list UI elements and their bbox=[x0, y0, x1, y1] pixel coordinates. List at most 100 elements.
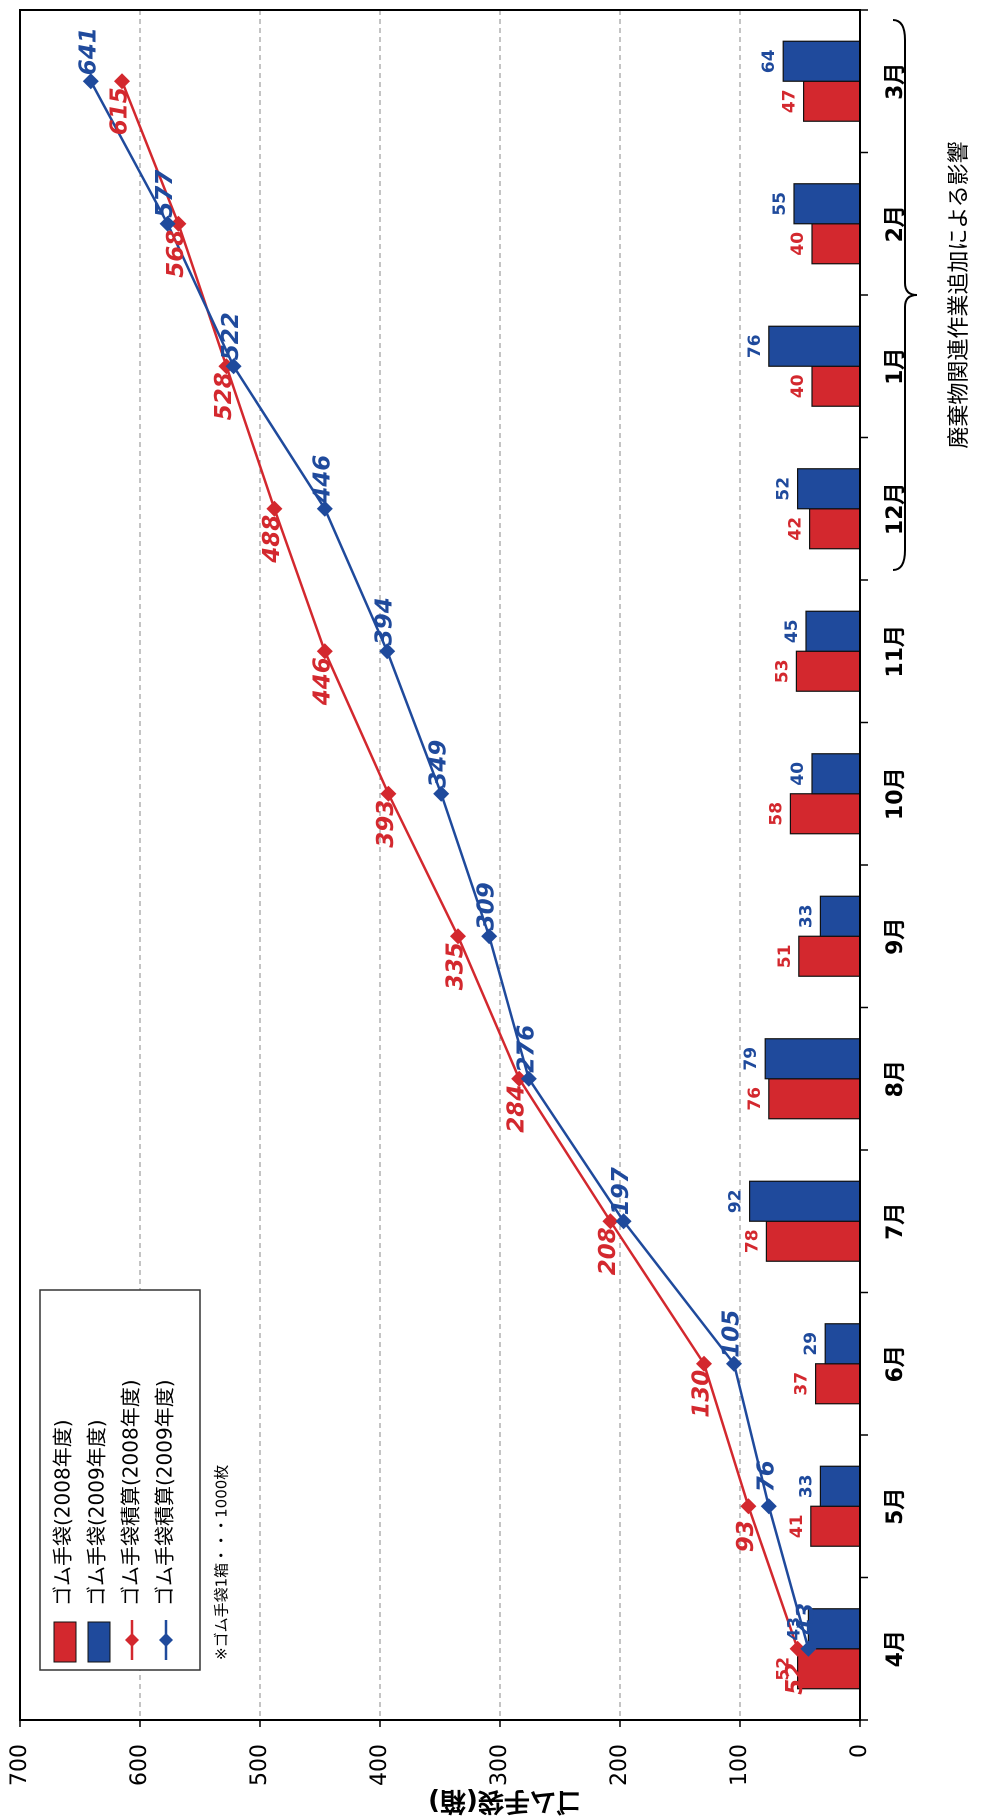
cumulative-value-label: 197 bbox=[608, 1167, 634, 1215]
cumulative-value-label: 309 bbox=[474, 882, 500, 930]
cumulative-value-label: 93 bbox=[733, 1520, 759, 1552]
cumulative-value-label: 394 bbox=[372, 597, 398, 645]
line-marker bbox=[380, 785, 397, 802]
legend-label: ゴム手袋(2009年度) bbox=[85, 1419, 109, 1606]
line-marker bbox=[789, 1640, 806, 1657]
annotation-brace bbox=[892, 19, 918, 571]
legend-marker bbox=[159, 1633, 173, 1647]
bar-value-label: 58 bbox=[766, 802, 786, 826]
bar-2009-10月 bbox=[811, 753, 861, 795]
cumulative-value-label: 488 bbox=[259, 515, 285, 564]
category-label: 9月 bbox=[883, 918, 908, 955]
bar-value-label: 76 bbox=[745, 334, 765, 358]
line-marker bbox=[379, 643, 396, 660]
category-label: 8月 bbox=[883, 1060, 908, 1097]
category-label: 1月 bbox=[883, 348, 908, 385]
bar-value-label: 33 bbox=[796, 1474, 816, 1498]
cumulative-value-label: 568 bbox=[163, 230, 189, 278]
bar-value-label: 45 bbox=[782, 619, 802, 643]
category-label: 10月 bbox=[883, 767, 908, 820]
bar-2009-3月 bbox=[782, 40, 861, 82]
bar-value-label: 78 bbox=[742, 1229, 762, 1253]
cumulative-value-label: 276 bbox=[513, 1025, 539, 1073]
cumulative-value-label: 641 bbox=[75, 27, 101, 75]
bar-value-label: 47 bbox=[780, 89, 800, 113]
bar-2008-3月 bbox=[802, 80, 861, 122]
cumulative-value-label: 349 bbox=[426, 740, 452, 788]
value-tick-label: 200 bbox=[607, 1744, 632, 1786]
value-axis-title: ゴム手袋(箱) bbox=[428, 1786, 582, 1817]
line-marker bbox=[520, 1070, 537, 1087]
line-marker bbox=[450, 928, 466, 945]
line-marker bbox=[511, 1070, 528, 1087]
bar-value-label: 42 bbox=[786, 517, 806, 541]
legend-swatch bbox=[87, 1621, 111, 1663]
bar-value-label: 43 bbox=[784, 1617, 804, 1641]
line-2008 bbox=[120, 80, 799, 1650]
line-2009 bbox=[89, 80, 810, 1650]
bar-value-label: 79 bbox=[741, 1047, 761, 1071]
category-label: 7月 bbox=[883, 1203, 908, 1240]
legend-label: ゴム手袋(2008年度) bbox=[51, 1419, 75, 1606]
bar-value-label: 41 bbox=[787, 1514, 807, 1538]
bar-value-label: 55 bbox=[770, 192, 790, 216]
cumulative-value-label: 284 bbox=[504, 1085, 530, 1133]
line-marker bbox=[170, 215, 187, 232]
category-label: 11月 bbox=[883, 625, 908, 678]
cumulative-value-label: 522 bbox=[218, 312, 244, 360]
bar-value-label: 37 bbox=[792, 1372, 812, 1396]
line-marker bbox=[433, 785, 450, 802]
cumulative-value-label: 52 bbox=[782, 1663, 808, 1695]
legend-marker bbox=[125, 1633, 139, 1647]
value-tick-label: 300 bbox=[487, 1744, 512, 1786]
annotation-text: 廃棄物関連作業追加による影響 bbox=[947, 141, 972, 448]
bar-2009-1月 bbox=[768, 325, 861, 367]
legend: ゴム手袋(2008年度) ゴム手袋(2009年度) ゴム手袋積算(2008年度) ゴム… bbox=[39, 1289, 231, 1671]
legend-swatch bbox=[53, 1621, 77, 1663]
bar-value-label: 40 bbox=[788, 232, 808, 256]
bar-2008-8月 bbox=[768, 1078, 861, 1120]
annotation: 廃棄物関連作業追加による影響 bbox=[892, 19, 972, 571]
legend-label: ゴム手袋積算(2008年度) bbox=[119, 1379, 143, 1606]
line-marker bbox=[800, 1640, 817, 1657]
line-marker bbox=[760, 1498, 777, 1515]
value-tick-label: 600 bbox=[127, 1744, 152, 1786]
value-tick-label: 500 bbox=[247, 1744, 272, 1786]
bar-2009-11月 bbox=[805, 610, 861, 652]
cumulative-value-label: 130 bbox=[689, 1370, 715, 1418]
cumulative-value-label: 446 bbox=[309, 455, 335, 504]
category-label: 5月 bbox=[883, 1488, 908, 1525]
cumulative-value-label: 76 bbox=[753, 1460, 779, 1492]
cumulative-value-label: 43 bbox=[793, 1603, 819, 1636]
line-marker bbox=[696, 1355, 712, 1372]
bar-value-label: 51 bbox=[775, 944, 795, 968]
cumulative-value-label: 446 bbox=[309, 657, 335, 706]
bar-value-label: 52 bbox=[774, 1657, 794, 1681]
bar-2008-12月 bbox=[808, 508, 861, 550]
bar-2008-9月 bbox=[798, 935, 861, 977]
cumulative-value-label: 615 bbox=[107, 87, 133, 135]
line-marker bbox=[481, 928, 498, 945]
line-marker bbox=[266, 500, 283, 517]
bar-value-label: 52 bbox=[774, 477, 794, 501]
bar-value-label: 76 bbox=[745, 1087, 765, 1111]
cumulative-value-label: 577 bbox=[152, 170, 178, 218]
bar-2008-6月 bbox=[814, 1363, 861, 1405]
line-marker bbox=[602, 1213, 619, 1230]
bar-value-label: 40 bbox=[788, 374, 808, 398]
cumulative-value-label: 335 bbox=[443, 942, 469, 990]
bar-2008-10月 bbox=[789, 793, 861, 835]
category-label: 4月 bbox=[883, 1630, 908, 1667]
value-tick-label: 400 bbox=[367, 1744, 392, 1786]
bar-2008-1月 bbox=[811, 365, 861, 407]
bar-2008-2月 bbox=[811, 223, 861, 265]
line-marker bbox=[726, 1355, 742, 1372]
bar-value-label: 64 bbox=[759, 49, 779, 73]
value-tick-label: 0 bbox=[847, 1744, 872, 1758]
bar-2009-8月 bbox=[764, 1038, 861, 1080]
bar-value-label: 53 bbox=[772, 659, 792, 683]
bar-2009-4月 bbox=[807, 1608, 861, 1650]
plot-frame bbox=[19, 9, 861, 1721]
line-marker bbox=[316, 500, 333, 517]
